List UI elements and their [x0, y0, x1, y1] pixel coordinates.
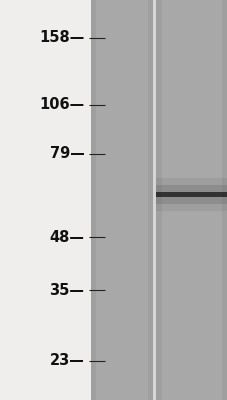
- Text: 23—: 23—: [49, 353, 84, 368]
- Bar: [0, 0, 91, 400]
- Text: 35—: 35—: [49, 283, 84, 298]
- Bar: [221, 0, 227, 400]
- Bar: [152, 0, 155, 400]
- Bar: [147, 0, 152, 400]
- Bar: [155, 185, 227, 204]
- Text: 106—: 106—: [39, 97, 84, 112]
- Bar: [155, 0, 227, 400]
- Bar: [155, 0, 161, 400]
- Bar: [91, 0, 152, 400]
- Text: 79—: 79—: [49, 146, 84, 162]
- Text: 158—: 158—: [39, 30, 84, 45]
- Bar: [155, 178, 227, 211]
- Text: 48—: 48—: [49, 230, 84, 245]
- Bar: [91, 0, 96, 400]
- Bar: [155, 192, 227, 197]
